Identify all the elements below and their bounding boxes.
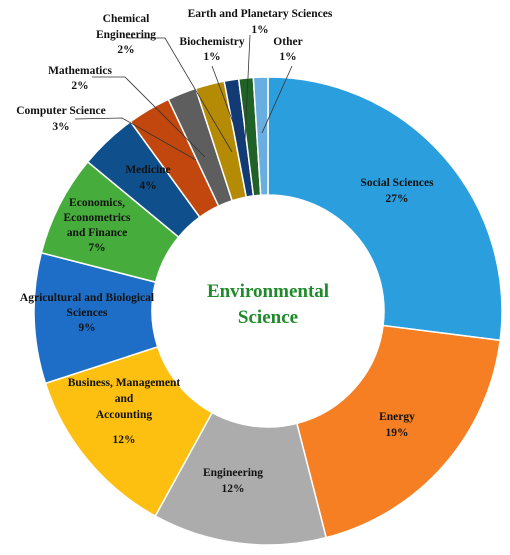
- slice-percent: 7%: [88, 242, 105, 254]
- slice-percent: 2%: [71, 80, 88, 92]
- slice-label-business-management-and-accounting: Business, Management and Accounting 12%: [68, 377, 181, 446]
- slice-percent: 1%: [279, 51, 296, 63]
- slice-label-mathematics: Mathematics 2%: [48, 65, 112, 92]
- slice-label-text: Mathematics: [48, 65, 112, 77]
- leader-line: [244, 34, 251, 142]
- leader-line: [126, 37, 233, 153]
- slice-label-text: Economics,: [69, 197, 125, 209]
- slice-label-text: Sciences: [67, 307, 108, 319]
- slice-label-other: Other 1%: [273, 36, 302, 63]
- leader-line: [74, 117, 197, 161]
- slice-social-sciences: [267, 76, 503, 342]
- slice-label-text: Earth and Planetary Sciences: [188, 8, 333, 20]
- leader-line: [211, 65, 241, 142]
- slice-label-text: Business, Management: [68, 377, 181, 389]
- slice-label-text: Econometrics: [63, 212, 131, 224]
- slice-label-text: Energy: [379, 411, 415, 423]
- slice-label-text: Accounting: [96, 409, 152, 421]
- slice-label-text: and: [115, 393, 134, 405]
- slice-label-earth-and-planetary-sciences: Earth and Planetary Sciences 1%: [188, 8, 333, 36]
- leader-line: [261, 65, 293, 134]
- slice-percent: 27%: [386, 193, 409, 205]
- slice-label-agricultural-and-biological-sciences: Agricultural and Biological Sciences 9%: [20, 292, 154, 334]
- slice-percent: 2%: [117, 44, 134, 56]
- slice-label-biochemistry: Biochemistry 1%: [179, 36, 244, 63]
- slice-percent: 4%: [139, 180, 156, 192]
- slice-label-social-sciences: Social Sciences 27%: [360, 177, 434, 205]
- slice-labels: Social Sciences 27% Energy 19% Engineering 12…: [16, 8, 434, 495]
- slice-label-computer-science: Computer Science 3%: [16, 105, 106, 133]
- slice-percent: 19%: [386, 427, 409, 439]
- slice-label-text: Social Sciences: [360, 177, 434, 189]
- slice-percent: 1%: [203, 51, 220, 63]
- slices-layer: [33, 76, 503, 546]
- chart-title-line: Science: [238, 307, 298, 328]
- slice-label-text: Biochemistry: [179, 36, 244, 48]
- slice-other: [252, 76, 269, 197]
- slice-label-chemical-engineering: Chemical Engineering 2%: [96, 13, 156, 56]
- slice-percent: 1%: [251, 24, 268, 36]
- slice-percent: 12%: [113, 434, 136, 446]
- slice-label-text: Other: [273, 36, 302, 48]
- slice-percent: 3%: [52, 121, 69, 133]
- slice-label-energy: Energy 19%: [379, 411, 415, 439]
- slice-percent: 9%: [78, 322, 95, 334]
- slice-label-text: Computer Science: [16, 105, 106, 117]
- slice-energy: [295, 324, 501, 539]
- slice-label-text: Agricultural and Biological: [20, 292, 154, 304]
- slice-label-text: Engineering: [96, 29, 156, 41]
- slice-label-engineering: Engineering 12%: [203, 467, 263, 495]
- slice-label-medicine: Medicine 4%: [125, 164, 170, 192]
- chart-title-line: Environmental: [207, 281, 329, 302]
- slice-label-economics-econometrics-and-finance: Economics, Econometrics and Finance 7%: [63, 197, 131, 254]
- chart-title: Environmental Science: [207, 281, 329, 328]
- slice-label-text: and Finance: [67, 227, 127, 239]
- slice-percent: 12%: [222, 483, 245, 495]
- slice-label-text: Medicine: [125, 164, 170, 176]
- leader-line: [92, 76, 206, 158]
- leader-lines: [74, 34, 293, 161]
- slice-label-text: Engineering: [203, 467, 263, 479]
- slice-label-text: Chemical: [103, 13, 150, 25]
